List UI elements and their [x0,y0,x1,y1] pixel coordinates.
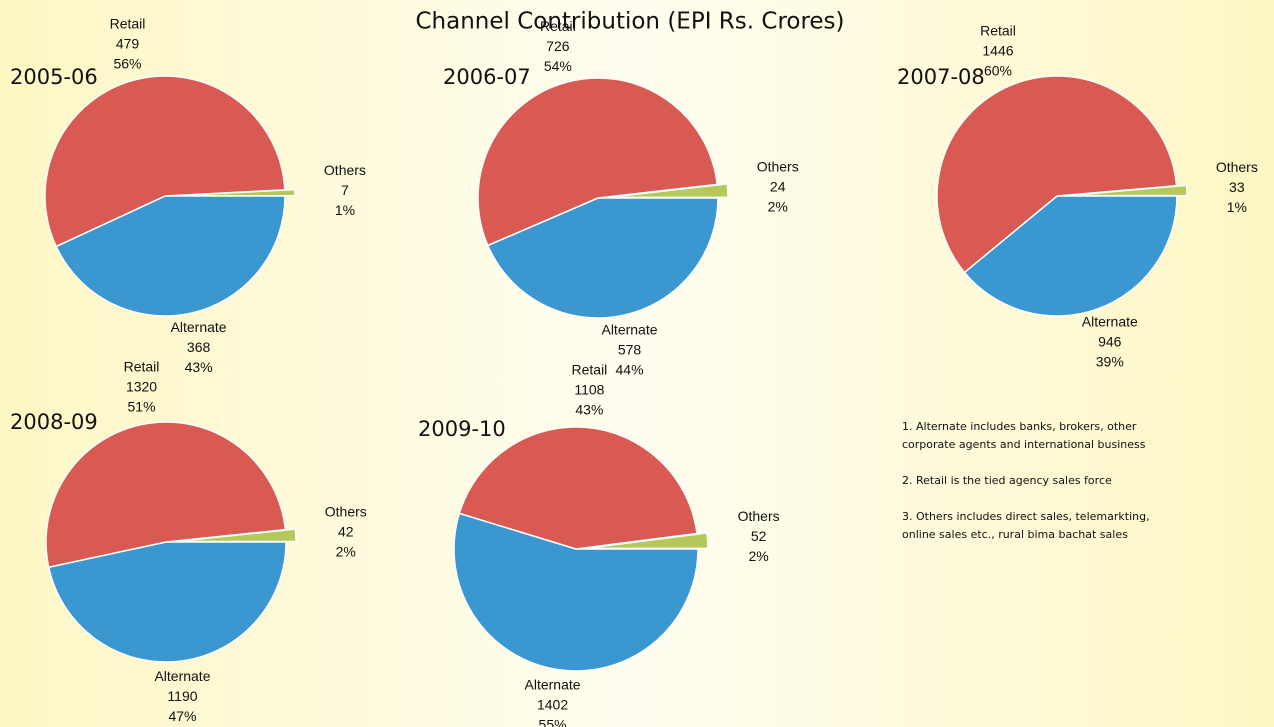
slice-label: Others [324,162,366,178]
pie-title: 2006-07 [443,65,531,89]
slice-percent: 60% [984,62,1012,78]
pie-slice [477,77,719,247]
slice-value: 1320 [126,379,157,395]
slice-label: Retail [980,22,1016,38]
slice-percent: 2% [336,543,356,559]
slice-label: Alternate [171,319,227,335]
slice-value: 1108 [574,382,604,398]
slice-percent: 2% [768,198,788,214]
slice-percent: 1% [335,202,355,218]
slide-title: Channel Contribution (EPI Rs. Crores) [415,9,844,35]
slice-value: 42 [338,523,354,539]
pie-slice [45,421,287,569]
note: 2. Retail is the tied agency sales force [902,474,1112,487]
slice-percent: 47% [168,708,196,724]
slice-label: Others [1216,159,1258,175]
slice-percent: 43% [185,359,213,375]
pie-slice [936,75,1178,274]
pie-slice [175,528,297,543]
pie-title: 2007-08 [897,65,985,89]
pie-slice [585,532,709,550]
pie-slice [458,426,698,550]
pie-slice [486,197,719,319]
slice-label: Others [325,503,367,519]
slice-percent: 56% [113,55,141,71]
slice-percent: 54% [544,58,572,74]
slice-percent: 44% [616,361,644,377]
slice-label: Retail [572,362,608,378]
slice-label: Others [738,508,780,524]
pie-title: 2005-06 [10,65,98,89]
pie-slice [1066,184,1188,197]
slice-value: 946 [1098,333,1122,349]
slice-percent: 39% [1096,353,1124,369]
pie-slice [607,183,729,199]
slice-label: Others [757,158,799,174]
pie-title: 2009-10 [418,417,506,441]
notes: 1. Alternate includes banks, brokers, ot… [902,418,1177,562]
pie-slice [174,188,296,197]
slice-value: 33 [1229,179,1245,195]
slice-label: Alternate [1082,313,1138,329]
slice-label: Retail [540,18,576,34]
slice-percent: 55% [539,717,567,727]
note: 3. Others includes direct sales, telemar… [902,510,1150,541]
slice-value: 1446 [982,42,1013,58]
slice-label: Alternate [154,668,210,684]
slice-percent: 51% [128,399,156,415]
pie-title: 2008-09 [10,410,98,434]
slice-value: 479 [116,35,140,51]
slice-value: 726 [546,38,570,54]
pie-slice [453,512,699,672]
slice-percent: 1% [1227,199,1247,215]
slice-value: 52 [751,528,767,544]
slice-label: Retail [110,15,146,31]
slice-label: Alternate [601,321,657,337]
slice-value: 7 [341,182,349,198]
slice-label: Alternate [525,677,581,693]
slice-percent: 43% [575,402,603,418]
pie-slice [55,195,286,317]
slice-label: Retail [124,359,160,375]
slice-value: 1402 [537,697,568,713]
pie-slice [963,195,1178,317]
slice-value: 24 [770,178,786,194]
note: 1. Alternate includes banks, brokers, ot… [902,420,1146,451]
slice-value: 368 [187,339,211,355]
pie-slice [47,541,287,663]
slice-value: 1190 [167,688,197,704]
slice-value: 578 [618,341,642,357]
pie-slice [44,75,286,248]
slice-percent: 2% [749,548,769,564]
